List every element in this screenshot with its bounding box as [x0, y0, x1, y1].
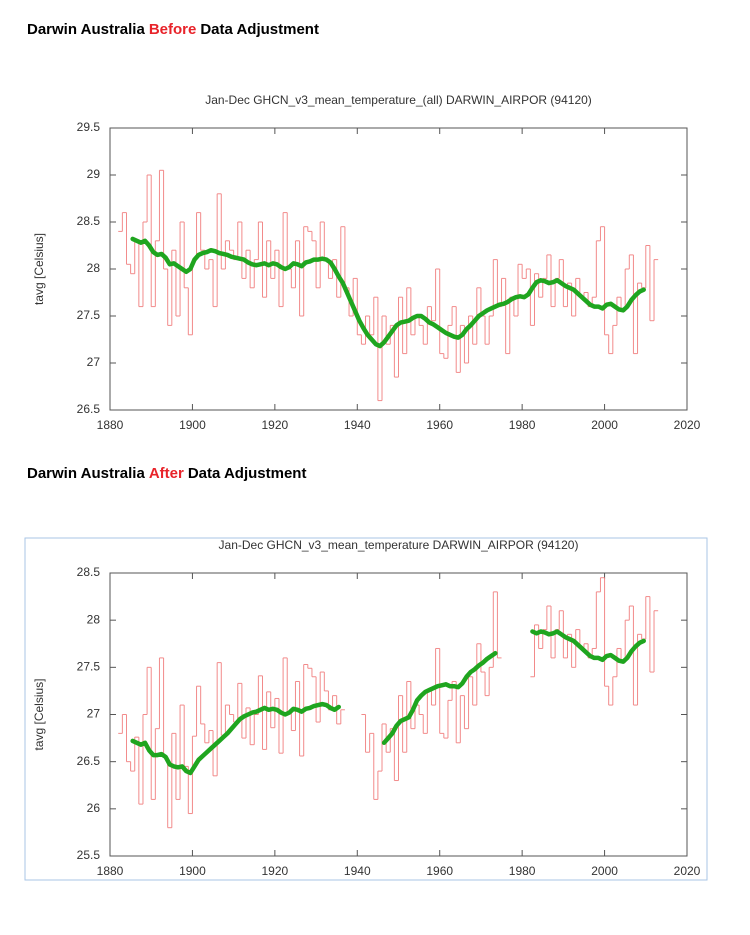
y-tick-label: 28: [87, 612, 101, 626]
chart-title: Jan-Dec GHCN_v3_mean_temperature DARWIN_…: [219, 538, 579, 552]
y-axis-label: tavg [Celsius]: [32, 678, 46, 750]
plot-frame: [109, 127, 688, 411]
x-tick-label: 2000: [591, 864, 618, 878]
heading: Darwin Australia After Data Adjustment: [27, 465, 306, 482]
x-tick-label: 1880: [97, 864, 124, 878]
x-tick-label: 1980: [509, 864, 536, 878]
smoothed-line: [130, 701, 341, 776]
heading-text: Darwin Australia: [27, 21, 145, 38]
y-tick-label: 27.5: [77, 308, 101, 322]
y-tick-label: 27: [87, 707, 101, 721]
panel-border: [24, 537, 708, 881]
y-tick-label: 28.5: [77, 565, 101, 579]
x-tick-label: 2020: [674, 418, 701, 432]
x-tick-label: 1960: [426, 864, 453, 878]
heading-text: Darwin Australia: [27, 465, 145, 482]
x-tick-label: 1980: [509, 418, 536, 432]
y-axis-label: tavg [Celsius]: [32, 233, 46, 305]
x-tick-label: 1920: [262, 418, 289, 432]
y-tick-label: 28: [87, 261, 101, 275]
x-tick-label: 2000: [591, 418, 618, 432]
x-tick-label: 1900: [179, 864, 206, 878]
heading-text: Data Adjustment: [188, 465, 307, 482]
y-tick-label: 29.5: [77, 120, 101, 134]
smoothed-line: [130, 236, 646, 349]
x-tick-label: 1940: [344, 418, 371, 432]
y-tick-label: 26.5: [77, 402, 101, 416]
chart-title: Jan-Dec GHCN_v3_mean_temperature_(all) D…: [205, 93, 592, 107]
x-tick-label: 1960: [426, 418, 453, 432]
plot-frame: [109, 572, 688, 857]
heading-highlight: Before: [149, 21, 197, 38]
heading-text: Data Adjustment: [200, 21, 319, 38]
heading-highlight: After: [149, 465, 184, 482]
x-tick-label: 1880: [97, 418, 124, 432]
y-tick-label: 27.5: [77, 660, 101, 674]
x-tick-label: 1920: [262, 864, 289, 878]
y-tick-label: 27: [87, 355, 101, 369]
x-tick-label: 1940: [344, 864, 371, 878]
y-tick-label: 29: [87, 167, 101, 181]
x-tick-label: 2020: [674, 864, 701, 878]
y-tick-label: 25.5: [77, 848, 101, 862]
smoothed-line: [381, 650, 498, 746]
x-tick-label: 1900: [179, 418, 206, 432]
y-tick-label: 28.5: [77, 214, 101, 228]
y-tick-label: 26: [87, 801, 101, 815]
smoothed-line: [530, 629, 646, 664]
heading: Darwin Australia Before Data Adjustment: [27, 21, 319, 38]
y-tick-label: 26.5: [77, 754, 101, 768]
